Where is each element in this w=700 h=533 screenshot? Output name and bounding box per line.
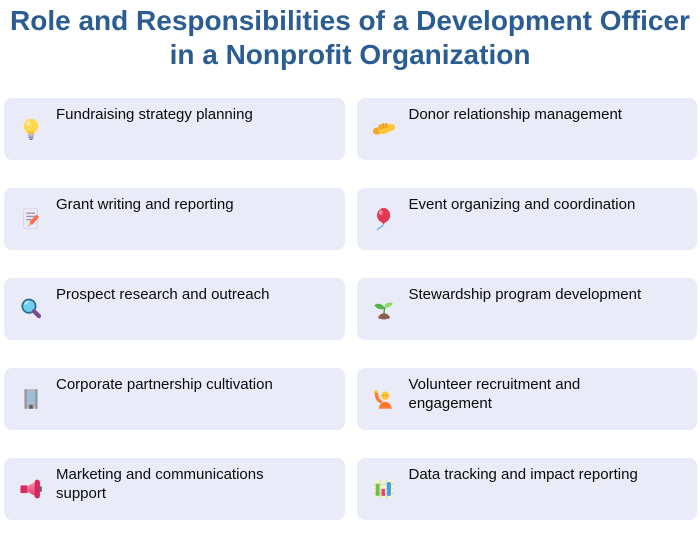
card-magnifying-glass: Prospect research and outreach: [4, 278, 345, 340]
card-bar-chart: Data tracking and impact reporting: [356, 458, 697, 520]
card-label: Event organizing and coordination: [408, 196, 636, 213]
bar-chart-icon: [371, 476, 397, 502]
card-office-building: Corporate partnership cultivation: [4, 368, 345, 430]
office-building-icon: [18, 386, 44, 412]
card-label: Fundraising strategy planning: [56, 106, 253, 123]
card-balloon: Event organizing and coordination: [356, 188, 697, 250]
card-label: Marketing and communications support: [56, 466, 264, 502]
card-handshake: Donor relationship management: [356, 98, 697, 160]
card-person-raising-hand: Volunteer recruitment and engagement: [356, 368, 697, 430]
card-lightbulb: Fundraising strategy planning: [4, 98, 345, 160]
card-memo-pencil: Grant writing and reporting: [4, 188, 345, 250]
person-raising-hand-icon: [371, 386, 397, 412]
card-label: Corporate partnership cultivation: [56, 376, 273, 393]
cards-grid: Fundraising strategy planning Donor rela…: [4, 98, 697, 520]
magnifying-glass-icon: [18, 296, 44, 322]
megaphone-icon: [18, 476, 44, 502]
handshake-icon: [371, 116, 397, 142]
card-label: Volunteer recruitment and engagement: [408, 376, 581, 412]
card-megaphone: Marketing and communications support: [4, 458, 345, 520]
lightbulb-icon: [18, 116, 44, 142]
memo-pencil-icon: [18, 206, 44, 232]
infographic: Role and Responsibilities of a Developme…: [0, 4, 700, 520]
card-label: Data tracking and impact reporting: [408, 466, 638, 483]
page-title: Role and Responsibilities of a Developme…: [10, 5, 690, 70]
card-label: Prospect research and outreach: [56, 286, 270, 303]
card-label: Grant writing and reporting: [56, 196, 234, 213]
card-label: Stewardship program development: [408, 286, 642, 303]
seedling-icon: [371, 296, 397, 322]
card-label: Donor relationship management: [408, 106, 622, 123]
balloon-icon: [371, 206, 397, 232]
card-seedling: Stewardship program development: [356, 278, 697, 340]
